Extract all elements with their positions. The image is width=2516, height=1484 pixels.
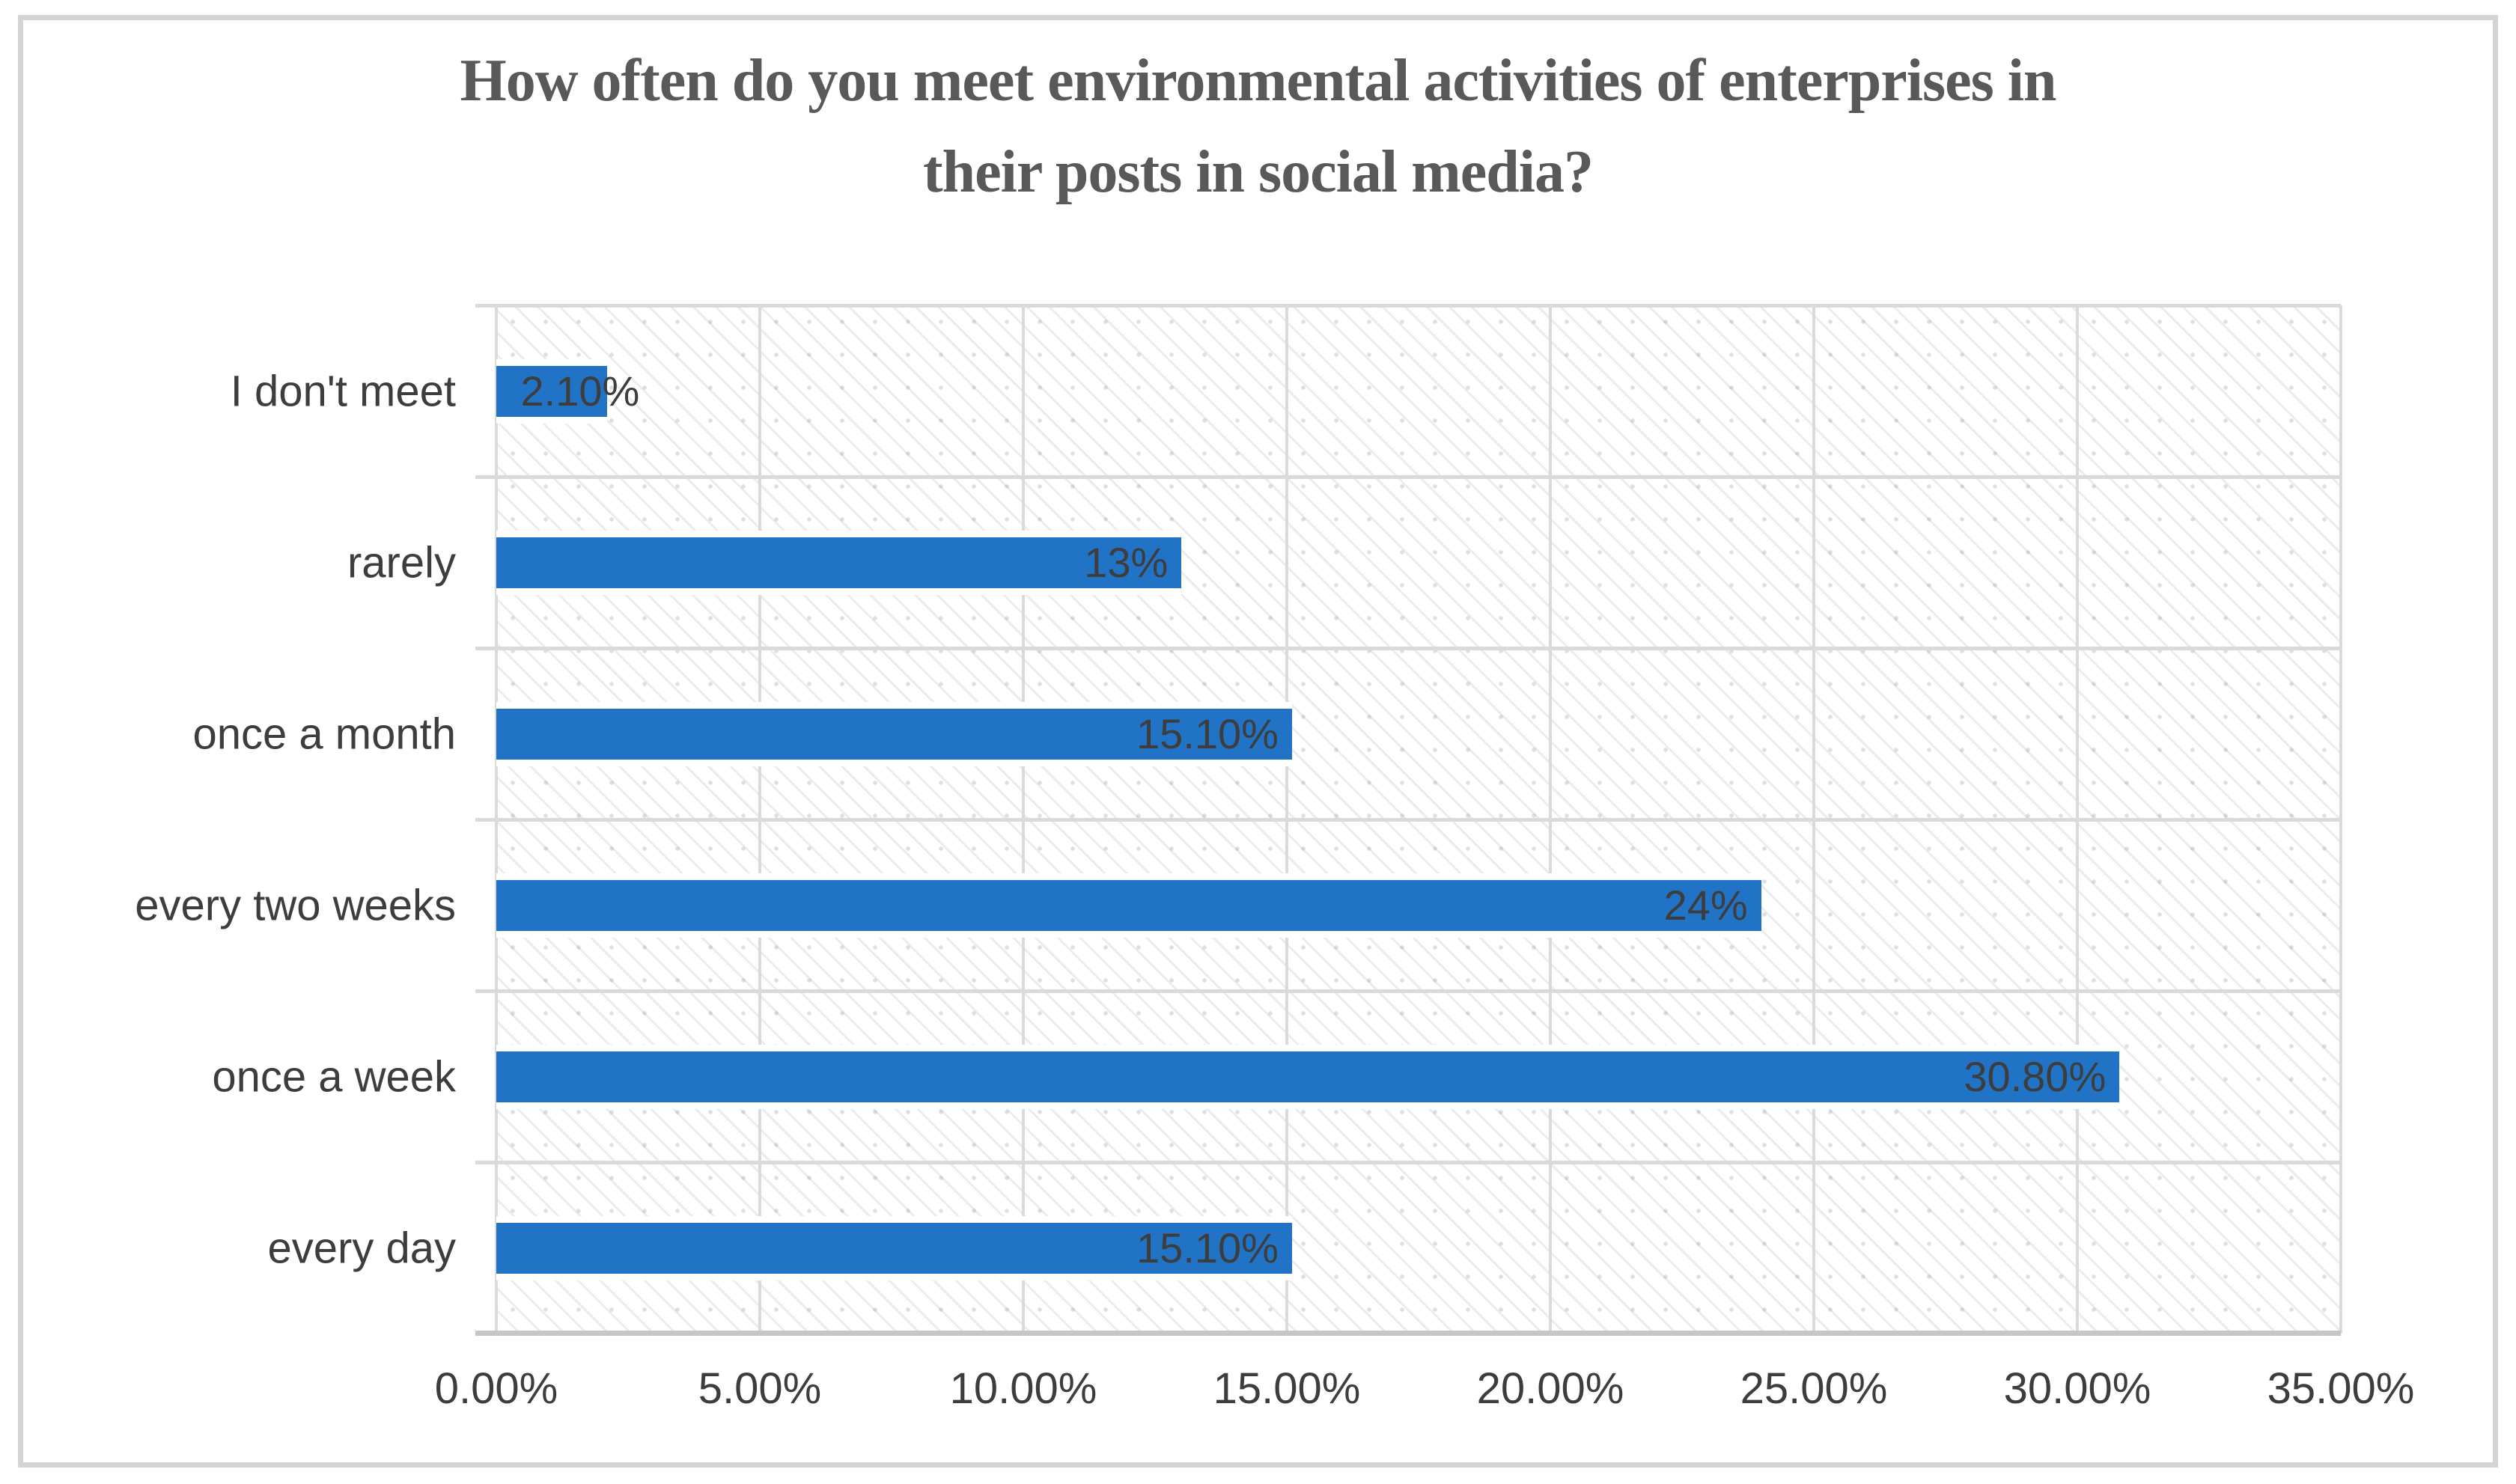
value-axis-labels: 0.00% 5.00% 10.00% 15.00% 20.00% 25.00% 30.00%…: [435, 1364, 2415, 1431]
category-separator-line: [475, 1161, 2341, 1164]
bar-value-label: 15.10%: [1136, 1224, 1279, 1271]
category-separator-line: [475, 989, 2341, 993]
bar-row: 24%: [496, 819, 2341, 991]
plot-area: 2.10% 13% 15.10% 24% 30.80% 15.10%: [475, 304, 2342, 1336]
bar-value-label: 2.10%: [520, 367, 640, 415]
bar-value-label: 13%: [1084, 538, 1169, 586]
bar-value-label: 15.10%: [1136, 709, 1279, 757]
category-separator-line: [475, 475, 2341, 479]
category-label: rarely: [347, 538, 456, 587]
x-axis-tick-label: 5.00%: [698, 1364, 822, 1413]
x-axis-tick-label: 15.00%: [1213, 1364, 1361, 1413]
data-bar: [496, 537, 1182, 588]
chart-title: How often do you meet environmental acti…: [0, 36, 2516, 218]
data-bar: [496, 365, 607, 417]
category-label: every day: [267, 1224, 456, 1272]
x-axis-tick-label: 0.00%: [434, 1364, 558, 1413]
category-separator-line: [475, 818, 2341, 822]
data-bar: [496, 879, 1761, 931]
x-axis-tick-label: 25.00%: [1740, 1364, 1888, 1413]
category-axis-labels: I don't meet rarely once a month every two …: [0, 305, 477, 1334]
x-axis-line: [475, 1331, 2341, 1336]
bar-value-label: 30.80%: [1964, 1052, 2107, 1100]
vertical-gridline: [2339, 305, 2342, 1334]
bar-row: 15.10%: [496, 1162, 2341, 1334]
bar-row: 2.10%: [496, 305, 2341, 477]
chart-outer-border: [18, 15, 2498, 1468]
x-axis-tick-label: 10.00%: [949, 1364, 1097, 1413]
x-axis-tick-label: 30.00%: [2003, 1364, 2151, 1413]
chart-title-line-1: How often do you meet environmental acti…: [460, 48, 2057, 114]
x-axis-tick-label: 20.00%: [1476, 1364, 1624, 1413]
data-bar: [496, 708, 1293, 760]
category-separator-line: [475, 304, 2341, 308]
bar-row: 15.10%: [496, 648, 2341, 819]
x-axis-tick-label: 35.00%: [2267, 1364, 2415, 1413]
category-label: once a week: [212, 1052, 456, 1101]
category-label: every two weeks: [135, 881, 456, 929]
data-bar: [496, 1222, 1293, 1274]
category-separator-line: [475, 647, 2341, 650]
bar-row: 30.80%: [496, 991, 2341, 1162]
chart-title-line-2: their posts in social media?: [922, 138, 1594, 205]
category-label: once a month: [192, 709, 456, 758]
category-label: I don't meet: [230, 367, 456, 415]
bar-value-label: 24%: [1663, 881, 1748, 929]
data-bar: [496, 1051, 2120, 1102]
bar-row: 13%: [496, 477, 2341, 648]
